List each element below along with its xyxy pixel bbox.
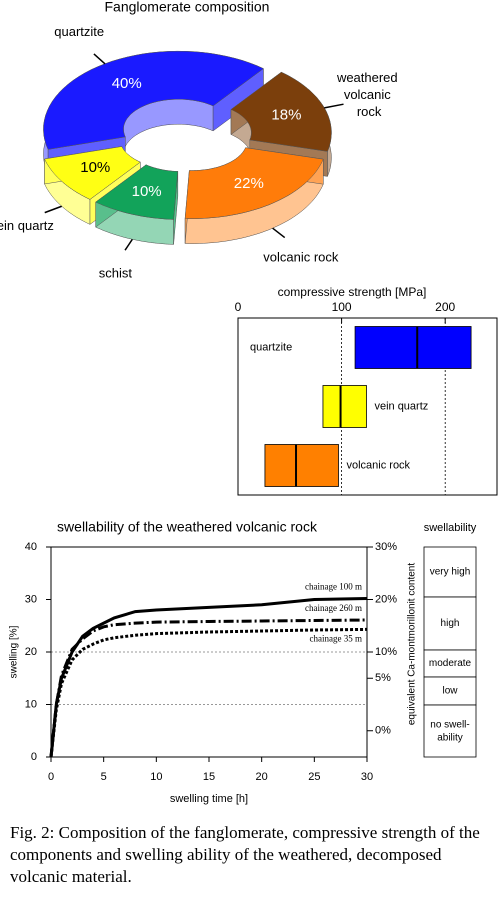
series-label: chainage 100 m [305, 582, 362, 592]
y-tick-label: 20 [25, 646, 37, 658]
x-tick-label: 25 [308, 771, 320, 783]
plot-frame [237, 317, 498, 496]
leader-line [324, 103, 344, 109]
leader-line [44, 205, 62, 214]
leader-line [93, 53, 106, 65]
value-label: 18% [271, 107, 301, 124]
leader-line [124, 238, 133, 251]
table-row-label: very high [430, 567, 471, 578]
x-tick-label: 10 [150, 771, 162, 783]
category-label: weathered volcanic rock [336, 70, 401, 119]
chart-title: Fanglomerate composition [105, 0, 270, 15]
charts: Fanglomerate composition 40% quartzite 18% w… [0, 0, 498, 805]
line-series [49, 627, 368, 758]
table-title: swellability [424, 522, 477, 534]
y2-tick-label: 0% [375, 725, 391, 737]
slice [230, 71, 332, 152]
x-tick-label: 20 [256, 771, 268, 783]
series-label: chainage 35 m [310, 633, 362, 643]
category-label: volcanic rock [263, 250, 339, 265]
y-axis-label: swelling [%] [9, 625, 20, 678]
y2-tick-label: 20% [375, 593, 397, 605]
x-tick-label: 0 [48, 771, 54, 783]
y-tick-label: 40 [25, 541, 37, 553]
y2-axis-label: equivalent Ca-montmorillonit content [407, 563, 418, 726]
table-row-label: moderate [429, 658, 472, 669]
table-row-label: low [442, 686, 458, 697]
y2-tick-label: 30% [375, 541, 397, 553]
category-label: schist [99, 266, 133, 281]
slice [43, 50, 264, 150]
y2-tick-label: 10% [375, 646, 397, 658]
category-label: volcanic rock [346, 459, 410, 471]
category-label: vein quartz [0, 218, 54, 233]
table-row-label: high [441, 618, 460, 629]
x-tick-label: 5 [101, 771, 107, 783]
y-tick-label: 10 [25, 698, 37, 710]
x-tick-label: 200 [435, 300, 455, 314]
x-tick-label: 30 [361, 771, 373, 783]
y2-tick-label: 5% [375, 672, 391, 684]
x-axis-label: swelling time [h] [170, 793, 248, 805]
x-tick-label: 15 [203, 771, 215, 783]
table-cell [423, 704, 477, 758]
value-label: 22% [234, 175, 264, 192]
table-row-label: no swell-ability [430, 719, 469, 743]
value-label: 40% [112, 75, 142, 92]
chart-title: swellability of the weathered volcanic r… [57, 519, 318, 535]
leader-line [272, 227, 286, 239]
range-box [322, 385, 367, 428]
y-tick-label: 30 [25, 593, 37, 605]
slice [44, 146, 141, 200]
range-box [354, 326, 472, 369]
table-cell [423, 676, 477, 706]
table-cell [423, 546, 477, 598]
category-label: quartzite [250, 341, 292, 353]
category-label: vein quartz [374, 400, 428, 412]
line-series [49, 597, 368, 758]
category-label: quartzite [54, 24, 104, 39]
caption: Fig. 2: Composition of the fanglomerate,… [10, 823, 480, 886]
slice [184, 147, 324, 219]
line-series [49, 618, 368, 758]
range-box [264, 444, 339, 487]
slice [95, 164, 179, 220]
y-tick-label: 0 [31, 751, 37, 763]
value-label: 10% [80, 159, 110, 176]
chart-title: compressive strength [MPa] [278, 285, 427, 299]
series-label: chainage 260 m [305, 603, 362, 613]
x-tick-label: 100 [332, 300, 352, 314]
table-cell [423, 596, 477, 651]
value-label: 10% [132, 183, 162, 200]
table-cell [423, 649, 477, 678]
x-tick-label: 0 [235, 300, 242, 314]
